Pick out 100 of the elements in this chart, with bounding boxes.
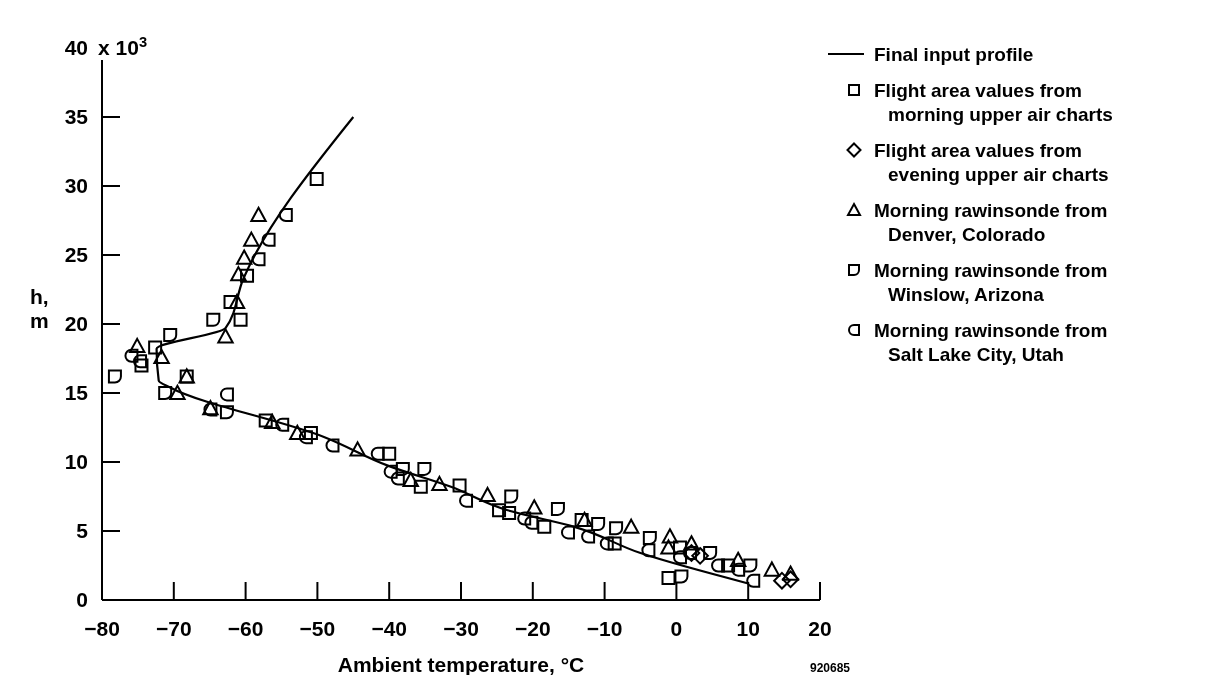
- point: [158, 386, 173, 400]
- point: [206, 312, 221, 327]
- point: [721, 558, 736, 573]
- point: [134, 358, 149, 373]
- text: 920685: [810, 661, 851, 675]
- point: [591, 517, 606, 532]
- legend-label: Morning rawinsonde from Denver, Colorado: [874, 200, 1108, 245]
- point: [683, 535, 700, 551]
- point: [660, 539, 677, 555]
- point: [298, 430, 313, 445]
- point: [746, 573, 761, 588]
- point: [153, 348, 170, 365]
- x-tick-label: −30: [443, 617, 479, 640]
- x-tick-label: 10: [736, 617, 760, 640]
- y-tick-label: 35: [64, 105, 89, 128]
- point: [504, 489, 519, 504]
- point: [383, 464, 398, 479]
- point: [773, 571, 791, 590]
- point: [524, 515, 539, 530]
- point: [731, 562, 746, 577]
- legend-label: Flight area values from morning upper air charts: [874, 80, 1113, 125]
- point: [517, 511, 532, 526]
- x-tick-label: 20: [808, 617, 832, 640]
- y-tick-label: 10: [64, 450, 88, 473]
- x-tick-label: −20: [514, 617, 551, 640]
- point: [413, 479, 428, 494]
- point: [228, 293, 246, 309]
- x-tick-label: −60: [227, 617, 264, 640]
- point: [217, 328, 234, 344]
- point: [550, 501, 565, 516]
- legend-label: Morning rawinsonde from Winslow, Arizona: [874, 260, 1108, 305]
- point: [599, 536, 614, 551]
- point: [703, 546, 718, 561]
- point: [370, 446, 385, 461]
- y-tick-label: 20: [64, 312, 88, 335]
- point: [763, 561, 781, 577]
- legend-label: Final input profile: [874, 44, 1034, 65]
- point: [609, 521, 624, 536]
- point: [243, 231, 260, 247]
- point: [251, 252, 266, 267]
- point: [661, 528, 679, 544]
- point: [349, 441, 366, 457]
- point: [133, 354, 148, 369]
- point: [729, 551, 747, 567]
- point: [711, 558, 726, 573]
- point: [452, 478, 467, 493]
- point: [124, 348, 139, 363]
- point: [431, 475, 448, 492]
- point: [258, 413, 273, 428]
- point: [219, 387, 234, 402]
- point: [233, 312, 248, 327]
- point: [395, 461, 410, 476]
- point: [479, 486, 496, 503]
- point: [641, 543, 656, 558]
- point: [574, 512, 589, 527]
- y-tick-label: 25: [64, 243, 89, 266]
- point: [263, 413, 281, 429]
- point: [674, 569, 689, 584]
- point: [240, 268, 255, 283]
- x-tick-label: −40: [371, 617, 408, 640]
- y-tick-label: 15: [64, 381, 89, 404]
- x-tick-label: 0: [670, 617, 683, 640]
- point: [691, 547, 709, 565]
- x-tick-label: −80: [84, 617, 120, 640]
- point: [537, 519, 552, 534]
- point: [289, 424, 306, 441]
- point: [148, 340, 163, 355]
- point: [235, 249, 253, 265]
- point: [642, 530, 657, 545]
- point: [661, 570, 676, 585]
- point: [526, 499, 543, 515]
- y-tick-label: 40: [64, 36, 88, 59]
- annotation: x 10$^{3}$: [98, 34, 148, 59]
- point: [128, 337, 146, 354]
- point: [169, 384, 186, 400]
- point: [230, 266, 247, 282]
- point: [673, 550, 687, 565]
- legend-label: Morning rawinsonde from Salt Lake City, Utah: [874, 320, 1108, 365]
- point: [250, 206, 267, 222]
- point: [743, 558, 758, 573]
- point: [417, 461, 432, 476]
- point: [781, 570, 800, 589]
- point: [390, 471, 405, 486]
- y-tick-label: 5: [76, 519, 89, 542]
- x-tick-label: −50: [299, 617, 336, 640]
- point: [309, 172, 324, 187]
- point: [581, 529, 596, 544]
- y-axis-title: h, m: [30, 285, 49, 332]
- point: [163, 328, 178, 343]
- x-tick-label: −70: [155, 617, 192, 640]
- point: [560, 525, 575, 540]
- point: [223, 294, 238, 309]
- point: [576, 511, 593, 527]
- point: [303, 426, 318, 441]
- point: [502, 506, 517, 521]
- point: [492, 503, 507, 518]
- x-tick-label: −10: [586, 617, 623, 640]
- point: [382, 446, 397, 461]
- point: [607, 536, 622, 551]
- point: [622, 518, 640, 534]
